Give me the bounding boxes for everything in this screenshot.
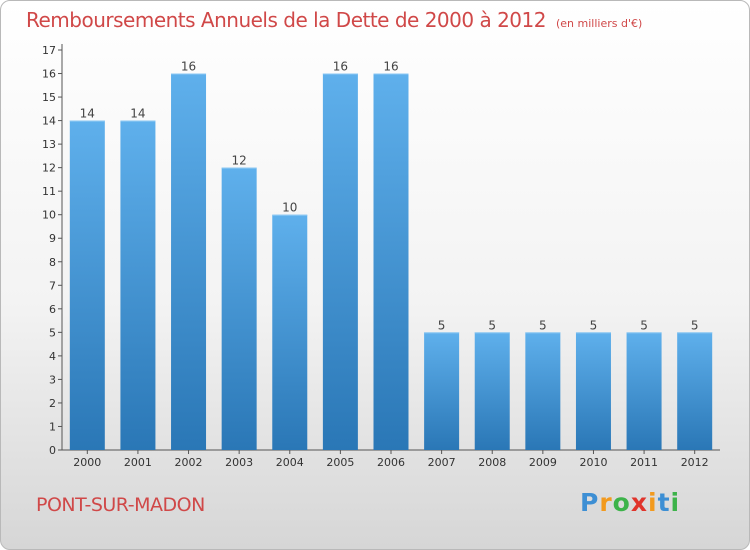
y-tick-label: 16 (42, 68, 56, 81)
x-tick-label: 2010 (579, 456, 607, 469)
y-tick-label: 0 (49, 444, 56, 457)
y-tick-label: 1 (49, 420, 56, 433)
y-tick-label: 12 (42, 162, 56, 175)
bar (69, 120, 105, 451)
data-label: 14 (130, 107, 145, 121)
data-label: 5 (438, 318, 446, 332)
chart-title: Remboursements Annuels de la Dette de 20… (26, 8, 642, 32)
x-tick-label: 2002 (175, 456, 203, 469)
y-tick-label: 11 (42, 185, 56, 198)
bar (221, 167, 257, 450)
logo-letter: r (599, 488, 613, 517)
logo-letter: P (580, 488, 600, 517)
data-label: 5 (691, 318, 699, 332)
bar (677, 332, 713, 450)
logo-letter: i (670, 488, 681, 517)
y-tick-label: 9 (49, 232, 56, 245)
bar (474, 332, 510, 450)
y-tick-label: 17 (42, 44, 56, 57)
chart-title-text: Remboursements Annuels de la Dette de 20… (26, 8, 546, 32)
x-tick-label: 2001 (124, 456, 152, 469)
x-tick-label: 2006 (377, 456, 405, 469)
y-tick-label: 4 (49, 350, 56, 363)
bar (322, 73, 358, 450)
chart-subtitle: (en milliers d'€) (555, 17, 643, 30)
x-tick-label: 2004 (276, 456, 304, 469)
chart-labels: 2000 14 2001 14 2002 16 2003 12 2004 10 2005 16 2006… (73, 60, 708, 469)
data-label: 12 (232, 154, 247, 168)
bar (525, 332, 561, 450)
logo-letter: t (657, 488, 671, 517)
data-label: 16 (333, 60, 348, 74)
bar (272, 214, 308, 450)
logo-letter: o (612, 488, 631, 517)
y-tick-label: 10 (42, 209, 56, 222)
data-label: 5 (590, 318, 598, 332)
bar (373, 73, 409, 450)
data-label: 5 (539, 318, 547, 332)
bar (424, 332, 460, 450)
data-label: 16 (383, 60, 398, 74)
data-label: 16 (181, 60, 196, 74)
proxiti-logo: Proxiti (580, 488, 680, 517)
x-tick-label: 2007 (428, 456, 456, 469)
y-tick-label: 6 (49, 303, 56, 316)
y-tick-label: 15 (42, 91, 56, 104)
logo-letter: i (648, 488, 658, 517)
data-label: 10 (282, 201, 297, 215)
data-label: 5 (488, 318, 496, 332)
y-tick-label: 8 (49, 256, 56, 269)
y-tick-label: 5 (49, 326, 56, 339)
chart-bars (69, 73, 713, 451)
commune-name: PONT-SUR-MADON (36, 494, 205, 516)
logo-letter: x (630, 488, 648, 517)
x-tick-label: 2009 (529, 456, 557, 469)
x-tick-label: 2011 (630, 456, 658, 469)
bar (575, 332, 611, 450)
bar (120, 120, 156, 451)
y-tick-label: 13 (42, 138, 56, 151)
bar (626, 332, 662, 450)
y-tick-label: 7 (49, 279, 56, 292)
x-tick-label: 2000 (73, 456, 101, 469)
y-tick-label: 2 (49, 397, 56, 410)
x-tick-label: 2003 (225, 456, 253, 469)
y-tick-label: 14 (42, 115, 56, 128)
data-label: 5 (640, 318, 648, 332)
y-tick-label: 3 (49, 373, 56, 386)
data-label: 14 (80, 107, 95, 121)
x-tick-label: 2005 (326, 456, 354, 469)
bar (171, 73, 207, 450)
x-tick-label: 2008 (478, 456, 506, 469)
x-tick-label: 2012 (681, 456, 709, 469)
